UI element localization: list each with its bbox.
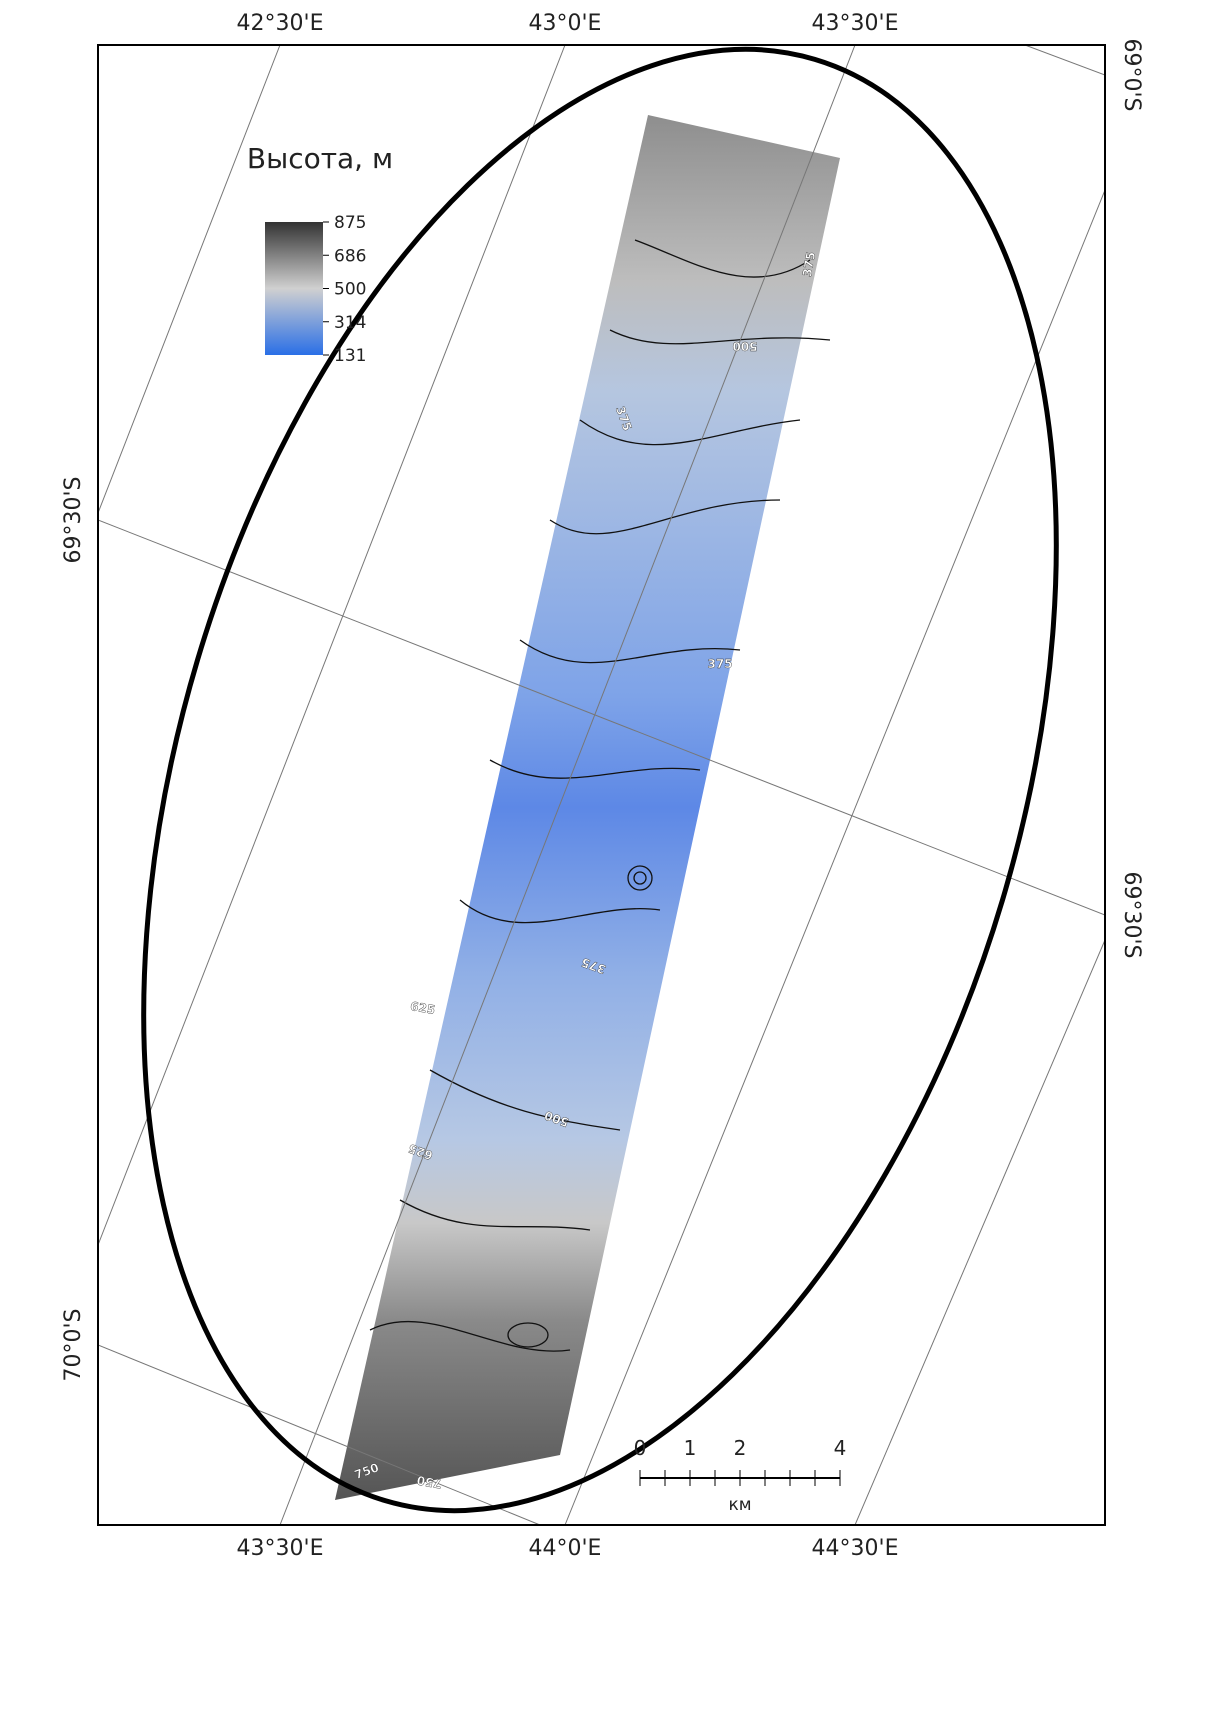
graticule (98, 45, 1105, 1525)
bottom-label: 43°30'E (237, 1536, 324, 1561)
colorbar-label: 500 (334, 280, 366, 300)
colorbar-label: 131 (334, 346, 366, 366)
top-label: 42°30'E (237, 11, 324, 36)
bottom-label: 44°30'E (812, 1536, 899, 1561)
map: 42°30'E 43°0'E 43°30'E 43°30'E 44°0'E 44°30'E… (0, 0, 1208, 1711)
contour-label: 500 (732, 339, 757, 353)
contour-label: 375 (707, 657, 732, 671)
scale-label: 0 (634, 1436, 647, 1460)
left-label: 69°30'S (61, 476, 86, 563)
top-label: 43°30'E (812, 11, 899, 36)
contour-label: 375 (800, 251, 818, 278)
scale-label: 1 (684, 1436, 697, 1460)
colorbar-label: 875 (334, 213, 366, 233)
right-label: 69°0'S (1119, 38, 1144, 111)
colorbar (265, 222, 323, 355)
colorbar-label: 686 (334, 246, 366, 266)
top-label: 43°0'E (529, 11, 602, 36)
scale-unit: км (728, 1495, 751, 1515)
scale-label: 2 (734, 1436, 747, 1460)
scale-label: 4 (834, 1436, 847, 1460)
left-label: 70°0'S (61, 1308, 86, 1381)
elevation-strip (335, 115, 840, 1500)
bottom-label: 44°0'E (529, 1536, 602, 1561)
contour-label: 625 (409, 999, 436, 1017)
legend-title: Высота, м (247, 142, 393, 175)
colorbar-label: 314 (334, 313, 366, 333)
right-label: 69°30'S (1119, 871, 1144, 958)
